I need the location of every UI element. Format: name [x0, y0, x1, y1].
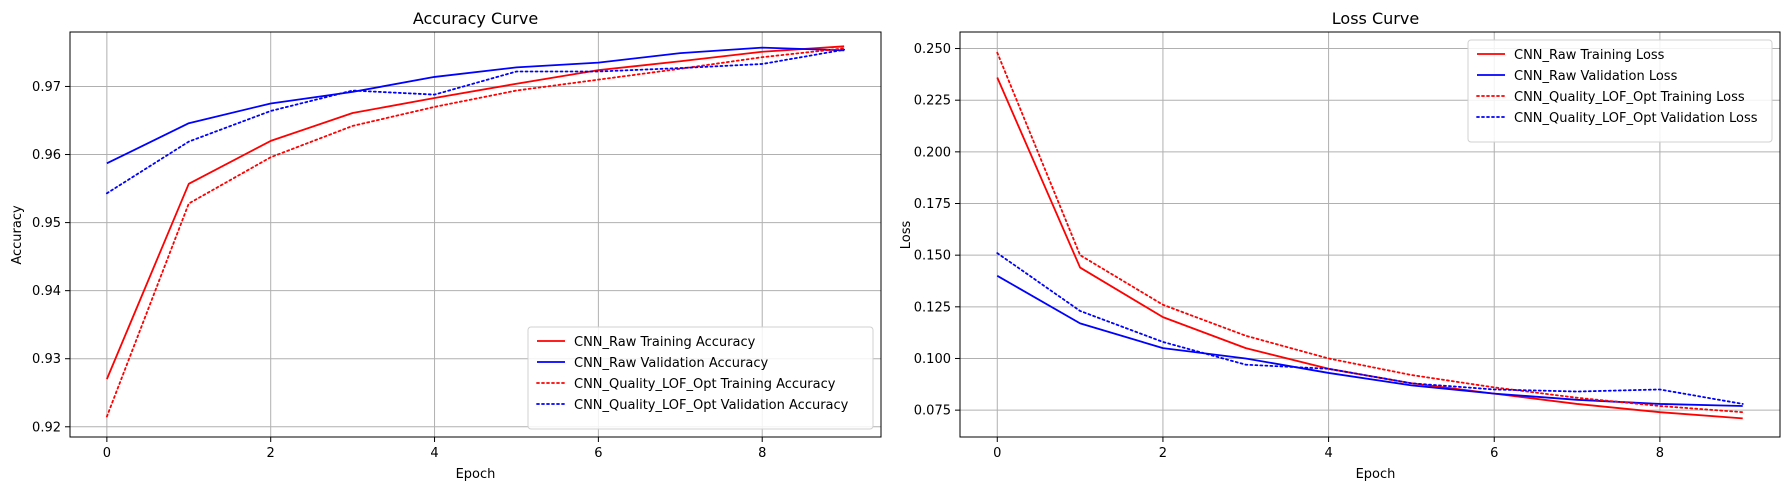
- accuracy-y-tick-label: 0.94: [32, 284, 61, 299]
- loss-y-tick-label: 0.200: [914, 145, 951, 160]
- accuracy-chart-panel: Accuracy Curve Epoch Accuracy 0 2 4 6 8 0.92 0…: [10, 9, 882, 482]
- loss-y-tick-label: 0.150: [914, 249, 951, 264]
- loss-chart-panel: Loss Curve Epoch Loss 0 2 4 6 8 0.075 0.100 0.1…: [899, 9, 1781, 482]
- loss-gridlines: [960, 32, 1780, 437]
- accuracy-legend-label-1: CNN_Raw Training Accuracy: [574, 335, 756, 350]
- loss-y-axis-label: Loss: [899, 221, 914, 250]
- loss-legend: CNN_Raw Training Loss CNN_Raw Validation …: [1467, 39, 1773, 143]
- accuracy-gridlines: [70, 32, 881, 437]
- accuracy-x-tick-label: 6: [594, 446, 602, 461]
- accuracy-legend: CNN_Raw Training Accuracy CNN_Raw Validat…: [527, 326, 874, 430]
- loss-x-tick-label: 4: [1324, 446, 1332, 461]
- loss-x-axis-label: Epoch: [1356, 467, 1396, 482]
- loss-axes-frame: [959, 31, 1781, 438]
- loss-x-tick-label: 2: [1159, 446, 1167, 461]
- accuracy-x-tick-label: 4: [430, 446, 438, 461]
- loss-legend-label-4: CNN_Quality_LOF_Opt Validation Loss: [1514, 111, 1758, 126]
- accuracy-legend-label-2: CNN_Raw Validation Accuracy: [574, 356, 768, 371]
- accuracy-y-tick-label: 0.92: [32, 420, 61, 435]
- accuracy-y-axis-label: Accuracy: [10, 205, 25, 265]
- accuracy-y-tick-label: 0.97: [32, 80, 61, 95]
- loss-x-tick-label: 0: [993, 446, 1001, 461]
- loss-y-tick-label: 0.175: [914, 197, 951, 212]
- accuracy-y-tick-label: 0.95: [32, 216, 61, 231]
- loss-y-tick-label: 0.225: [914, 94, 951, 109]
- loss-legend-label-1: CNN_Raw Training Loss: [1514, 48, 1665, 63]
- accuracy-axes-frame: [69, 31, 882, 438]
- accuracy-series-line-3: [105, 47, 846, 418]
- accuracy-y-tick-label: 0.96: [32, 148, 61, 163]
- loss-y-tick-label: 0.250: [914, 42, 951, 57]
- loss-y-tick-label: 0.125: [914, 300, 951, 315]
- accuracy-legend-box: [527, 326, 874, 430]
- loss-x-tick-label: 6: [1490, 446, 1498, 461]
- loss-y-tick-label: 0.100: [914, 352, 951, 367]
- loss-chart-title: Loss Curve: [1332, 9, 1419, 28]
- accuracy-x-axis-label: Epoch: [456, 467, 496, 482]
- loss-x-tick-label: 8: [1656, 446, 1664, 461]
- loss-series-line-2: [996, 275, 1743, 407]
- loss-legend-label-2: CNN_Raw Validation Loss: [1514, 69, 1678, 84]
- accuracy-y-tick-label: 0.93: [32, 352, 61, 367]
- accuracy-series-line-4: [105, 48, 846, 195]
- loss-series-line-4: [996, 252, 1744, 405]
- loss-legend-box: [1467, 39, 1773, 143]
- accuracy-series-line-2: [106, 46, 845, 165]
- loss-legend-label-3: CNN_Quality_LOF_Opt Training Loss: [1514, 90, 1745, 105]
- accuracy-x-tick-label: 0: [103, 446, 111, 461]
- accuracy-x-tick-label: 2: [267, 446, 275, 461]
- accuracy-legend-label-4: CNN_Quality_LOF_Opt Validation Accuracy: [574, 398, 849, 413]
- accuracy-series-line-1: [106, 45, 845, 380]
- loss-y-tick-label: 0.075: [914, 404, 951, 419]
- accuracy-x-tick-label: 8: [758, 446, 766, 461]
- accuracy-chart-title: Accuracy Curve: [413, 9, 538, 28]
- loss-series-line-3: [996, 51, 1744, 414]
- accuracy-legend-label-3: CNN_Quality_LOF_Opt Training Accuracy: [574, 377, 836, 392]
